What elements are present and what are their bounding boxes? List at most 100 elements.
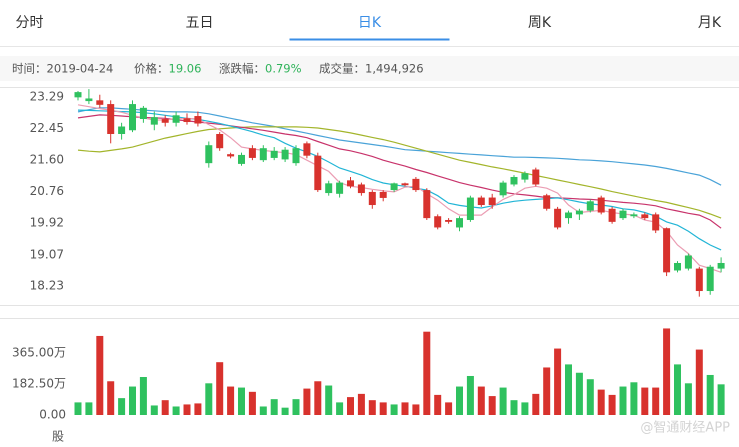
volume-bar (347, 397, 354, 415)
tab[interactable]: 日K (358, 15, 382, 31)
candle-body (477, 197, 485, 206)
volume-bar (379, 402, 387, 415)
volume-bar (641, 387, 649, 415)
ma-line (77, 126, 722, 219)
volume-bar (259, 406, 267, 415)
candle-body (575, 210, 583, 215)
candle-body (259, 148, 267, 161)
candle-body (608, 208, 616, 222)
info-label: 涨跌幅： (219, 61, 265, 75)
candle-body (172, 115, 180, 123)
volume-bar (107, 381, 115, 415)
candle-body (368, 191, 376, 206)
volume-bar (129, 386, 136, 415)
candle-body (107, 104, 115, 134)
volume-bar (434, 394, 442, 415)
candle-body (717, 262, 725, 269)
info-value: 19.06 (169, 61, 202, 75)
tab[interactable]: 月K (698, 15, 722, 31)
candle-body (379, 191, 387, 198)
volume-bar (586, 379, 594, 415)
info-item: 价格：19.06 (134, 61, 201, 75)
candle-body (85, 98, 93, 102)
candle-body (314, 155, 322, 191)
candle-body (183, 118, 191, 123)
candle-body (554, 208, 562, 228)
candle-body (695, 268, 703, 292)
volume-bar (445, 402, 453, 415)
candle-body (543, 195, 551, 209)
candle-body (227, 154, 235, 157)
candle-body (401, 183, 409, 186)
volume-bar (85, 402, 93, 415)
volume-bar (630, 382, 638, 415)
volume-bar (652, 387, 660, 415)
candle-body (74, 92, 82, 98)
volume-bar (456, 386, 463, 415)
volume-bar (565, 364, 572, 415)
info-value: 2019-04-24 (47, 61, 114, 75)
volume-bar (248, 391, 256, 415)
volume-bar (336, 402, 344, 415)
candle-body (412, 178, 420, 191)
candle-body (216, 133, 224, 149)
candle-body (96, 100, 104, 105)
candle-body (466, 197, 474, 220)
candle-body (684, 255, 692, 269)
volume-bar (325, 385, 333, 415)
candle-body (521, 173, 529, 180)
volume-bar (216, 362, 224, 415)
candle-body (499, 182, 507, 196)
candle-body (303, 143, 311, 156)
volume-bar (314, 381, 322, 415)
volume-bar (150, 405, 158, 415)
candle-body (248, 148, 256, 158)
volume-bar (684, 383, 692, 415)
volume-bar (488, 396, 496, 415)
tab[interactable]: 五日 (186, 15, 214, 31)
watermark: @智通财经APP (640, 421, 730, 436)
candle-body (205, 145, 213, 164)
volume-bar (227, 386, 235, 415)
volume-tick-label: 0.00 (39, 408, 66, 422)
candle-body (456, 218, 463, 228)
volume-bar (619, 386, 627, 415)
volume-bar (532, 393, 540, 415)
candle-body (238, 154, 245, 164)
candle-body (652, 214, 660, 231)
volume-bar (390, 404, 398, 415)
candle-body (194, 116, 202, 124)
candle-body (129, 104, 136, 131)
candle-body (488, 197, 496, 206)
volume-bar (575, 372, 583, 415)
candle-body (663, 228, 671, 273)
candle-body (674, 262, 681, 271)
volume-bar (401, 402, 409, 415)
volume-bar (205, 383, 213, 415)
volume-bar (477, 386, 485, 415)
candle-body (139, 107, 147, 120)
volume-bar (183, 404, 191, 415)
volume-bar (96, 335, 104, 415)
volume-bar (270, 399, 278, 415)
tab[interactable]: 分时 (16, 15, 44, 31)
y-tick-label: 19.92 (30, 215, 64, 229)
candle-body (619, 210, 627, 219)
candle-body (641, 214, 649, 219)
volume-bar (543, 367, 551, 415)
volume-bar (608, 394, 616, 415)
volume-bar (281, 407, 289, 415)
volume-bar (357, 393, 365, 415)
ma-line (77, 107, 722, 186)
y-tick-label: 19.07 (30, 247, 64, 261)
info-item: 成交量：1,494,926 (319, 61, 424, 75)
candle-body (434, 216, 442, 228)
tab[interactable]: 周K (528, 15, 552, 31)
volume-bar (510, 400, 518, 415)
candle-body (423, 190, 431, 219)
info-item: 时间：2019-04-24 (12, 61, 113, 75)
info-value: 0.79% (265, 61, 302, 75)
volume-bar (118, 398, 126, 415)
candle-body (150, 117, 158, 125)
